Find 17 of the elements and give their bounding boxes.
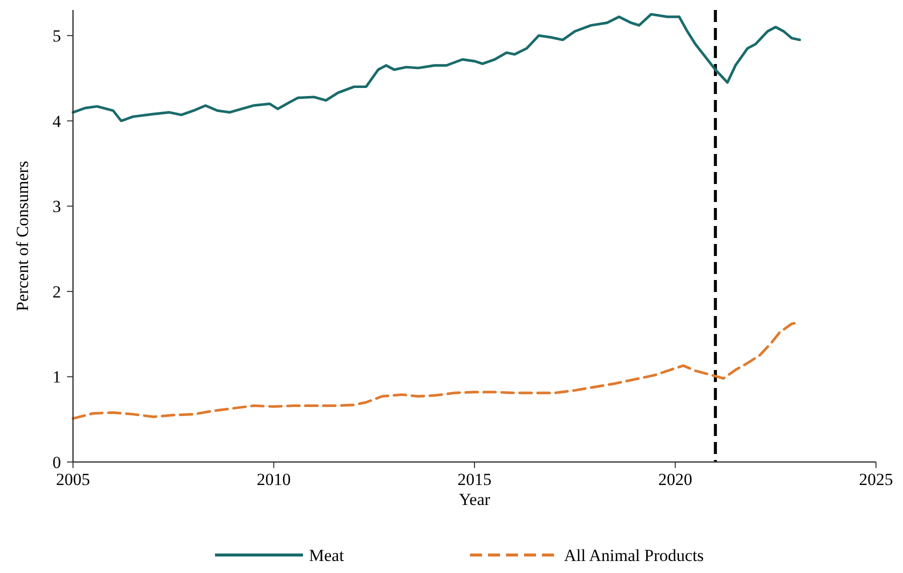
- y-tick-label: 2: [52, 282, 61, 302]
- x-tick-label: 2015: [458, 470, 492, 489]
- x-tick-label: 2025: [859, 470, 893, 489]
- legend-label: All Animal Products: [564, 546, 704, 565]
- legend-label: Meat: [309, 546, 344, 565]
- x-axis-title: Year: [458, 490, 490, 509]
- y-tick-label: 1: [52, 368, 61, 387]
- x-tick-label: 2010: [256, 470, 291, 489]
- y-axis-title: Percent of Consumers: [13, 160, 32, 312]
- y-tick-label: 4: [52, 112, 62, 131]
- x-tick-label: 2005: [56, 470, 90, 489]
- line-series: [72, 322, 797, 420]
- y-tick-label: 3: [52, 197, 61, 216]
- line-series: [72, 12, 802, 122]
- y-tick-label: 5: [52, 26, 61, 46]
- y-tick-label: 0: [52, 453, 61, 472]
- x-tick-label: 2020: [658, 470, 692, 489]
